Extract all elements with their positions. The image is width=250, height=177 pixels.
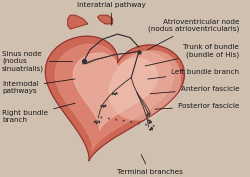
Polygon shape: [73, 53, 158, 130]
Polygon shape: [45, 36, 184, 161]
Text: Trunk of bundle
(bundle of His): Trunk of bundle (bundle of His): [145, 44, 239, 66]
Text: Internodal
pathways: Internodal pathways: [2, 79, 75, 94]
Text: Posterior fascicle: Posterior fascicle: [155, 103, 239, 109]
Polygon shape: [68, 15, 88, 29]
Text: Interatrial pathway: Interatrial pathway: [77, 2, 146, 25]
Text: Right bundle
branch: Right bundle branch: [2, 103, 75, 123]
Polygon shape: [98, 15, 112, 24]
Text: Atrioventricular node
(nodus atrioventricularis): Atrioventricular node (nodus atrioventri…: [147, 19, 239, 50]
Text: Terminal branches: Terminal branches: [117, 155, 183, 175]
Polygon shape: [55, 44, 173, 150]
Text: Left bundle branch: Left bundle branch: [148, 69, 239, 79]
Ellipse shape: [109, 50, 181, 121]
Text: Anterior fascicle: Anterior fascicle: [150, 86, 239, 94]
Text: Sinus node
(nodus
sinuatrialis): Sinus node (nodus sinuatrialis): [2, 51, 72, 72]
